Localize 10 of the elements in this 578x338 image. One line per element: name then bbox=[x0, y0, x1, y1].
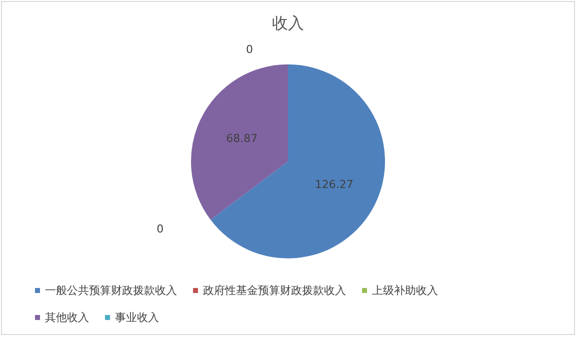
legend-label: 其他收入 bbox=[45, 311, 89, 324]
legend-label: 上级补助收入 bbox=[372, 284, 438, 297]
data-label: 68.87 bbox=[226, 132, 258, 145]
data-label: 126.27 bbox=[314, 178, 354, 191]
chart-title: 收入 bbox=[272, 14, 304, 32]
legend-label: 一般公共预算财政拨款收入 bbox=[45, 284, 177, 297]
text: 0 bbox=[246, 42, 253, 56]
legend-label: 政府性基金预算财政拨款收入 bbox=[203, 284, 346, 297]
legend-label: 事业收入 bbox=[115, 311, 159, 324]
text: 0 bbox=[156, 222, 164, 236]
